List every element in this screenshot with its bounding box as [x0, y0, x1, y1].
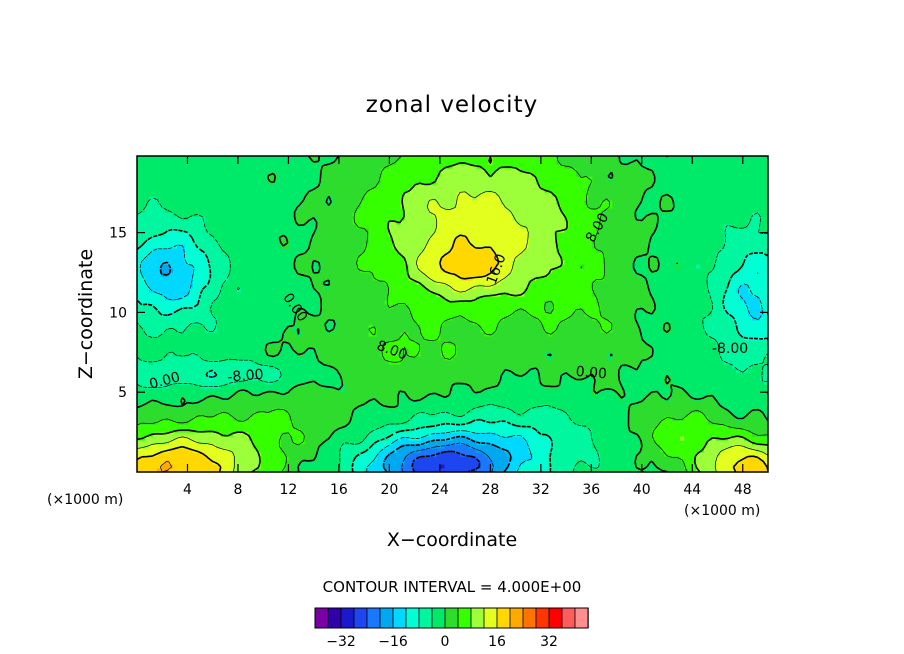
x-tick-label: 48 — [734, 482, 752, 498]
colorbar-tick-labels: −32 −16 0 16 32 — [326, 634, 558, 650]
contour-label: -8.00 — [227, 367, 264, 386]
colorbar-swatch — [575, 608, 588, 628]
colorbar-swatch — [367, 608, 380, 628]
x-tick-label: 28 — [481, 482, 499, 498]
colorbar-swatch — [510, 608, 523, 628]
colorbar-tick-label: 16 — [488, 634, 506, 650]
colorbar-tick-label: 32 — [540, 634, 558, 650]
colorbar-swatch — [471, 608, 484, 628]
y-tick-label: 15 — [109, 226, 127, 242]
colorbar — [315, 608, 588, 628]
colorbar-swatch — [432, 608, 445, 628]
x-tick-label: 36 — [582, 482, 600, 498]
x-tick-label: 40 — [633, 482, 651, 498]
colorbar-tick-label: −32 — [326, 634, 356, 650]
contour-interval-note: CONTOUR INTERVAL = 4.000E+00 — [323, 578, 582, 596]
colorbar-swatch — [406, 608, 419, 628]
colorbar-swatch — [484, 608, 497, 628]
colorbar-swatch — [536, 608, 549, 628]
chart-title: zonal velocity — [366, 92, 538, 118]
y-axis-label: Z−coordinate — [75, 249, 97, 379]
x-tick-label: 16 — [330, 482, 348, 498]
contour-label: 0.00 — [575, 364, 607, 383]
colorbar-swatch — [393, 608, 406, 628]
colorbar-swatch — [445, 608, 458, 628]
x-tick-label: 20 — [380, 482, 398, 498]
colorbar-swatch — [315, 608, 328, 628]
colorbar-swatch — [419, 608, 432, 628]
colorbar-swatch — [523, 608, 536, 628]
y-tick-label: 10 — [109, 305, 127, 321]
x-unit-left: (×1000 m) — [47, 492, 123, 508]
x-tick-label: 4 — [183, 482, 192, 498]
colorbar-tick-label: 0 — [441, 634, 450, 650]
x-tick-label: 12 — [280, 482, 298, 498]
x-tick-label: 8 — [233, 482, 242, 498]
chart-figure: zonal velocity 16.08.000.008.000.00-8.00… — [0, 0, 904, 654]
x-unit-right: (×1000 m) — [684, 503, 760, 519]
colorbar-tick-label: −16 — [378, 634, 408, 650]
x-tick-label: 24 — [431, 482, 449, 498]
contour-label: -8.00 — [712, 341, 748, 357]
colorbar-swatch — [497, 608, 510, 628]
y-tick-label: 5 — [118, 385, 127, 401]
colorbar-swatch — [562, 608, 575, 628]
colorbar-swatch — [354, 608, 367, 628]
x-axis-label: X−coordinate — [387, 529, 517, 551]
colorbar-swatch — [458, 608, 471, 628]
plot-area: 16.08.000.008.000.00-8.000.00 -8.00 4 8 12 1… — [109, 156, 768, 498]
colorbar-swatch — [328, 608, 341, 628]
colorbar-swatch — [341, 608, 354, 628]
colorbar-swatch — [380, 608, 393, 628]
x-tick-label: 32 — [532, 482, 550, 498]
x-tick-label: 44 — [683, 482, 701, 498]
colorbar-swatch — [549, 608, 562, 628]
